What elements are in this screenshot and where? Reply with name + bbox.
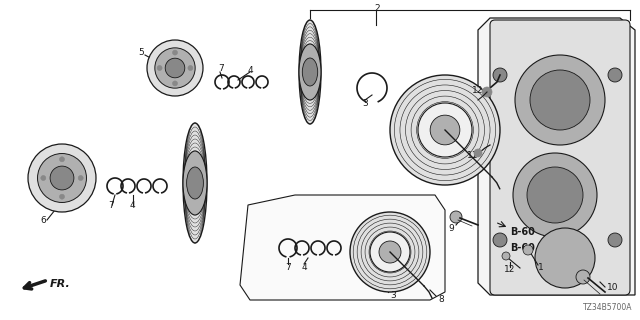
Circle shape	[147, 40, 203, 96]
Text: 12: 12	[472, 85, 483, 94]
Circle shape	[38, 154, 86, 203]
Text: 9: 9	[448, 223, 454, 233]
Text: 3: 3	[362, 99, 368, 108]
Circle shape	[157, 66, 162, 70]
Circle shape	[28, 144, 96, 212]
Circle shape	[370, 232, 410, 272]
Text: 12: 12	[504, 266, 515, 275]
Circle shape	[379, 241, 401, 263]
Circle shape	[502, 252, 510, 260]
Text: FR.: FR.	[50, 279, 71, 289]
Ellipse shape	[299, 44, 321, 100]
Polygon shape	[478, 18, 635, 295]
Circle shape	[513, 153, 597, 237]
Text: 2: 2	[374, 4, 380, 12]
Ellipse shape	[183, 123, 207, 243]
Ellipse shape	[187, 167, 204, 199]
Circle shape	[60, 157, 65, 162]
Circle shape	[50, 166, 74, 190]
Circle shape	[527, 167, 583, 223]
Circle shape	[155, 48, 195, 88]
FancyBboxPatch shape	[490, 20, 630, 295]
Text: B-60: B-60	[510, 227, 535, 237]
Circle shape	[530, 70, 590, 130]
Ellipse shape	[299, 20, 321, 124]
Text: 7: 7	[108, 201, 114, 210]
Circle shape	[450, 211, 462, 223]
Circle shape	[78, 175, 83, 180]
Circle shape	[515, 55, 605, 145]
Circle shape	[418, 103, 472, 157]
Circle shape	[165, 58, 185, 78]
Circle shape	[350, 212, 430, 292]
Circle shape	[390, 75, 500, 185]
Text: 3: 3	[390, 292, 396, 300]
Circle shape	[493, 68, 507, 82]
Circle shape	[493, 233, 507, 247]
Text: B-60: B-60	[510, 243, 535, 253]
Text: 5: 5	[138, 47, 144, 57]
Circle shape	[608, 233, 622, 247]
Circle shape	[576, 270, 590, 284]
Text: 4: 4	[302, 263, 308, 273]
Circle shape	[474, 149, 482, 157]
Text: 4: 4	[130, 201, 136, 210]
Text: 6: 6	[40, 215, 45, 225]
Circle shape	[608, 68, 622, 82]
Ellipse shape	[302, 58, 317, 86]
Text: 10: 10	[607, 284, 618, 292]
Text: 11: 11	[467, 150, 479, 159]
Text: 7: 7	[285, 263, 291, 273]
Text: 8: 8	[438, 295, 444, 305]
Circle shape	[173, 81, 177, 86]
Text: 7: 7	[218, 63, 224, 73]
Circle shape	[60, 194, 65, 199]
Circle shape	[523, 245, 533, 255]
Text: TZ34B5700A: TZ34B5700A	[582, 303, 632, 312]
Ellipse shape	[183, 151, 207, 215]
Circle shape	[173, 50, 177, 55]
Circle shape	[41, 175, 46, 180]
Circle shape	[430, 115, 460, 145]
Circle shape	[535, 228, 595, 288]
Text: 1: 1	[538, 263, 544, 273]
Circle shape	[188, 66, 193, 70]
Text: 4: 4	[248, 66, 253, 75]
Circle shape	[482, 87, 492, 97]
Polygon shape	[240, 195, 445, 300]
